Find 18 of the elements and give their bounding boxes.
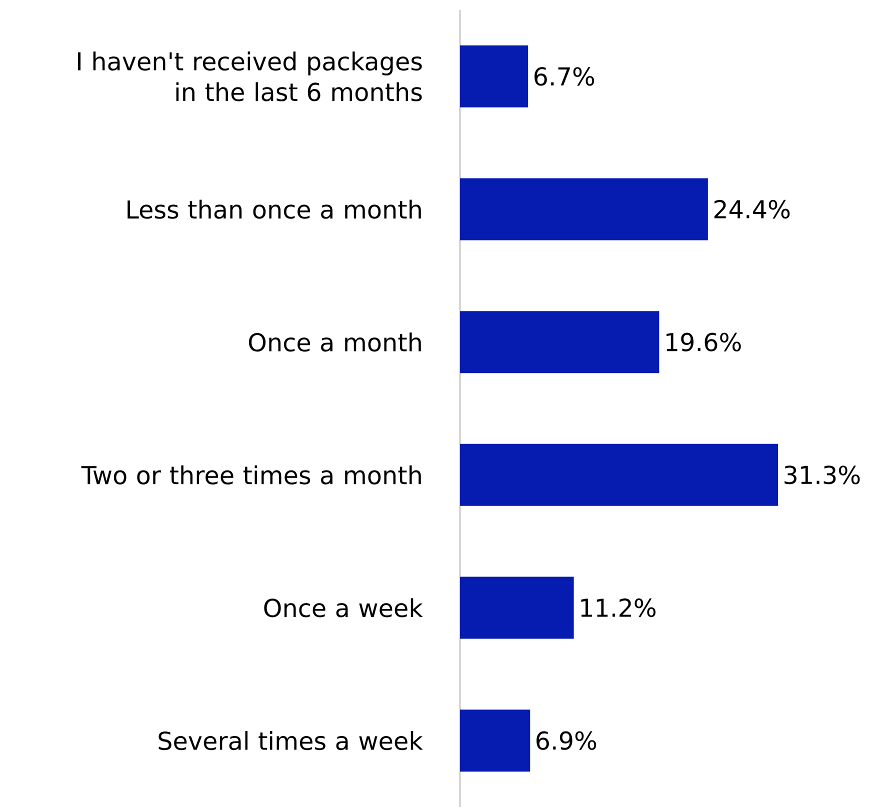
bar (460, 178, 708, 240)
bar (460, 311, 660, 374)
bar (460, 444, 778, 506)
y-tick-label: Several times a week (158, 731, 423, 750)
bar (460, 46, 528, 108)
y-tick-label: Two or three times a month (81, 465, 421, 485)
y-tick-label: Less than once a month (128, 200, 421, 219)
data-label: 11.2% (581, 598, 656, 618)
data-label: 6.7% (534, 67, 594, 86)
bar (460, 576, 574, 639)
data-label: 31.3% (784, 466, 860, 484)
y-tick-label: I haven't received packages in the last 6 months (78, 52, 422, 102)
y-tick-label: Once a week (264, 598, 423, 618)
data-label: 6.9% (536, 731, 596, 750)
bar (460, 710, 530, 772)
data-label: 24.4% (714, 200, 790, 219)
data-label: 19.6% (666, 332, 741, 352)
y-tick-label: Once a month (248, 332, 421, 352)
